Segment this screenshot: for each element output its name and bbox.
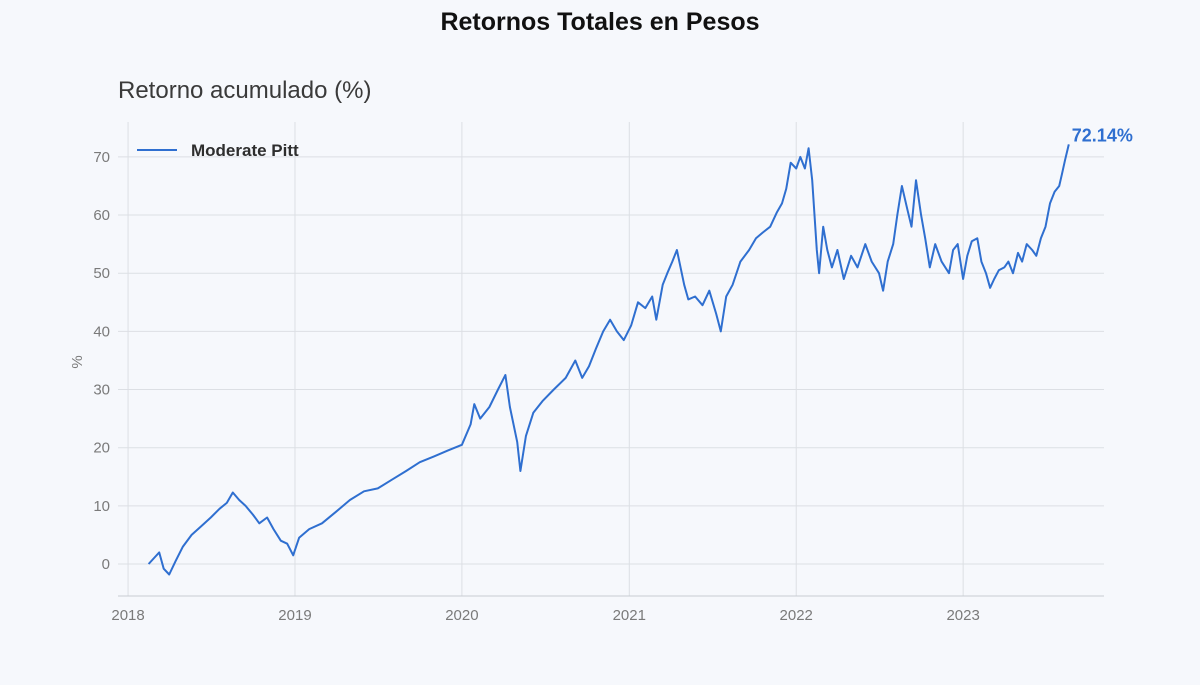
y-tick-label: 20 bbox=[93, 440, 110, 457]
chart-title: Retornos Totales en Pesos bbox=[440, 8, 760, 36]
series-line bbox=[147, 144, 1070, 576]
x-tick-label: 2022 bbox=[780, 607, 813, 624]
x-tick-label: 2021 bbox=[613, 607, 646, 624]
grid-layer bbox=[118, 122, 1104, 596]
y-tick-label: 40 bbox=[93, 323, 110, 340]
y-tick-label: 50 bbox=[93, 265, 110, 282]
y-axis-label: % bbox=[69, 355, 86, 368]
legend[interactable]: Moderate Pitt bbox=[137, 141, 299, 160]
series-layer bbox=[147, 144, 1070, 576]
end-value-label: 72.14% bbox=[1072, 125, 1133, 145]
x-tick-label: 2018 bbox=[111, 607, 144, 624]
x-tick-label: 2020 bbox=[445, 607, 478, 624]
y-tick-label: 60 bbox=[93, 207, 110, 224]
x-axis-ticks: 2018 2019 2020 2021 2022 2023 bbox=[111, 607, 979, 624]
y-tick-label: 70 bbox=[93, 149, 110, 166]
y-tick-label: 30 bbox=[93, 382, 110, 399]
legend-label: Moderate Pitt bbox=[191, 141, 299, 160]
y-tick-label: 10 bbox=[93, 498, 110, 515]
x-tick-label: 2023 bbox=[946, 607, 979, 624]
y-tick-label: 0 bbox=[102, 556, 110, 573]
chart-subtitle: Retorno acumulado (%) bbox=[118, 77, 371, 104]
x-tick-label: 2019 bbox=[278, 607, 311, 624]
y-axis-ticks: 0 10 20 30 40 50 60 70 bbox=[93, 149, 110, 573]
